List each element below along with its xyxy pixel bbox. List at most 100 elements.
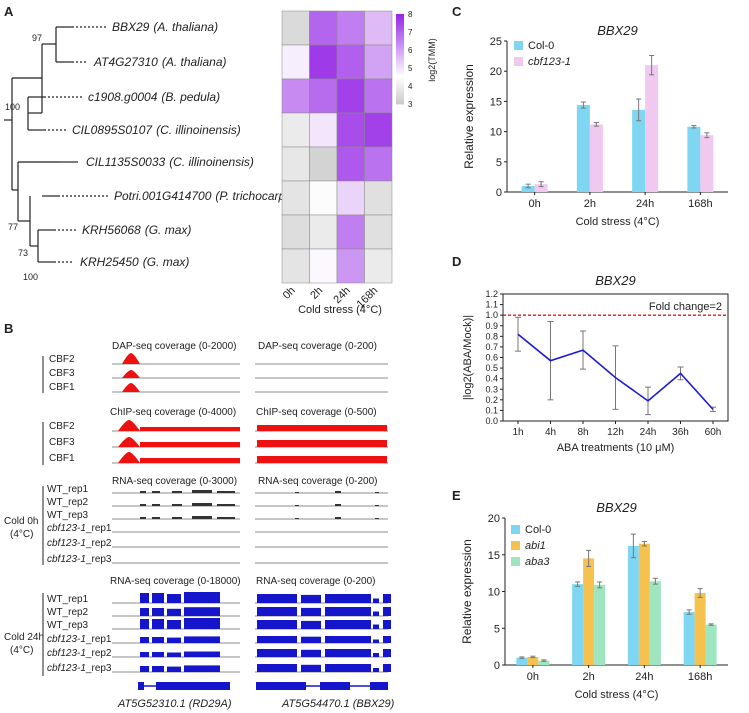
series-line xyxy=(517,333,714,410)
colorbar-segment xyxy=(396,41,404,44)
bar xyxy=(534,184,548,192)
coverage-block xyxy=(172,504,182,506)
heatmap-column-label: 2h xyxy=(308,285,325,302)
y-tick-label: 5 xyxy=(496,157,502,169)
heatmap-cell xyxy=(281,214,310,250)
coverage-block xyxy=(167,666,181,672)
y-axis-label: Relative expression xyxy=(460,539,474,644)
colorbar-segment xyxy=(396,92,404,96)
gene-id: KRH25450 xyxy=(80,255,139,269)
coverage-block xyxy=(140,593,149,603)
track-title: DAP-seq coverage (0-2000) xyxy=(112,341,237,352)
gene-model-id: AT5G54470.1 xyxy=(281,698,350,710)
track-label: WT_rep1 xyxy=(47,484,89,495)
coverage-block xyxy=(373,639,379,643)
coverage-block xyxy=(140,504,146,506)
coverage-block xyxy=(140,637,149,643)
gene-species: (C. illinoinensis) xyxy=(169,155,254,169)
panel-label-e: E xyxy=(452,488,461,503)
coverage-block xyxy=(383,636,391,643)
chart-title: BBX29 xyxy=(596,500,636,515)
colorbar-segment xyxy=(396,77,404,80)
legend-swatch xyxy=(511,541,520,550)
coverage-block xyxy=(192,490,212,493)
coverage-block xyxy=(375,492,379,493)
track-label-prefix: cbf123-1 xyxy=(47,663,86,674)
y-tick-label: 25 xyxy=(490,36,502,48)
heatmap-cell xyxy=(336,112,365,148)
coverage-block xyxy=(140,652,149,657)
gene-model-label: AT5G54470.1 (BBX29) xyxy=(281,698,395,710)
coverage-block xyxy=(152,666,164,672)
coverage-block xyxy=(184,636,220,643)
gene-id: BBX29 xyxy=(112,20,150,34)
colorbar-segment xyxy=(396,99,404,103)
coverage-block xyxy=(152,517,160,519)
heatmap-cell xyxy=(309,180,338,216)
track-label-suffix: _rep2 xyxy=(85,648,112,659)
y-tick-label: 0.9 xyxy=(485,321,498,331)
x-axis-label: Cold stress (4°C) xyxy=(575,689,659,701)
coverage-block xyxy=(192,516,212,519)
coverage-tracks xyxy=(112,353,391,673)
coverage-block xyxy=(257,620,297,629)
bootstrap-value: 73 xyxy=(18,248,28,258)
gene-species: (A. thaliana) xyxy=(153,20,218,34)
heatmap-cell xyxy=(336,44,365,80)
track-label-prefix: cbf123-1 xyxy=(47,554,86,565)
coverage-block xyxy=(184,592,220,603)
coverage-block xyxy=(167,620,181,629)
heatmap-cell xyxy=(336,214,365,250)
colorbar-segment xyxy=(396,81,404,85)
coverage-block xyxy=(295,518,299,519)
heatmap-cell xyxy=(281,78,310,114)
coverage-block xyxy=(301,664,321,672)
heatmap-xlabel: Cold stress (4°C) xyxy=(298,304,382,316)
x-tick-label: 1h xyxy=(512,427,523,438)
bar xyxy=(538,660,550,665)
y-tick-label: 15 xyxy=(490,96,502,108)
y-tick-label: 0.6 xyxy=(485,353,498,363)
coverage-block xyxy=(301,607,321,616)
colorbar-segment xyxy=(396,45,404,49)
coverage-block xyxy=(325,620,371,629)
x-tick-label: 24h xyxy=(635,671,653,683)
colorbar-segment xyxy=(396,18,404,22)
x-axis-label: ABA treatments (10 μM) xyxy=(557,442,675,454)
gene-exon xyxy=(156,682,230,690)
coverage-block xyxy=(217,491,235,493)
coverage-block xyxy=(301,636,321,643)
legend-label: Col-0 xyxy=(525,524,551,536)
bootstrap-value: 100 xyxy=(5,102,20,112)
coverage-block xyxy=(217,517,235,519)
heatmap-cell xyxy=(281,146,310,182)
x-tick-label: 4h xyxy=(545,427,556,438)
track-label-suffix: _rep2 xyxy=(85,538,112,549)
y-tick-label: 0.1 xyxy=(485,405,498,415)
coverage-block xyxy=(152,504,160,506)
gene-label: KRH25450 (G. max) xyxy=(80,255,189,269)
coverage-block xyxy=(373,624,379,629)
gene-id: CIL0895S0107 xyxy=(72,123,153,137)
heatmap-cell xyxy=(309,44,338,80)
coverage-block xyxy=(167,608,181,616)
track-label-suffix: _rep1 xyxy=(85,634,112,645)
bootstrap-label-list: 97 100 77 73 100 xyxy=(5,33,42,282)
colorbar-tick-label: 6 xyxy=(408,46,413,55)
gene-model-alias-open: ( xyxy=(189,698,194,710)
legend-swatch xyxy=(514,57,523,66)
track-label-prefix: cbf123-1 xyxy=(47,523,86,534)
gene-model-alias-close: ) xyxy=(389,698,395,710)
track-title: DAP-seq coverage (0-200) xyxy=(258,341,377,352)
coverage-peak xyxy=(118,452,140,463)
legend-label: aba3 xyxy=(525,556,550,568)
condition-label: Cold 24h xyxy=(4,632,44,643)
bar xyxy=(583,558,595,665)
colorbar-segment xyxy=(396,20,404,24)
x-axis-label: Cold stress (4°C) xyxy=(576,216,660,228)
bar xyxy=(521,185,535,192)
bar xyxy=(705,624,717,665)
x-tick-label: 0h xyxy=(529,198,541,210)
x-tick-label: 168h xyxy=(688,671,712,683)
